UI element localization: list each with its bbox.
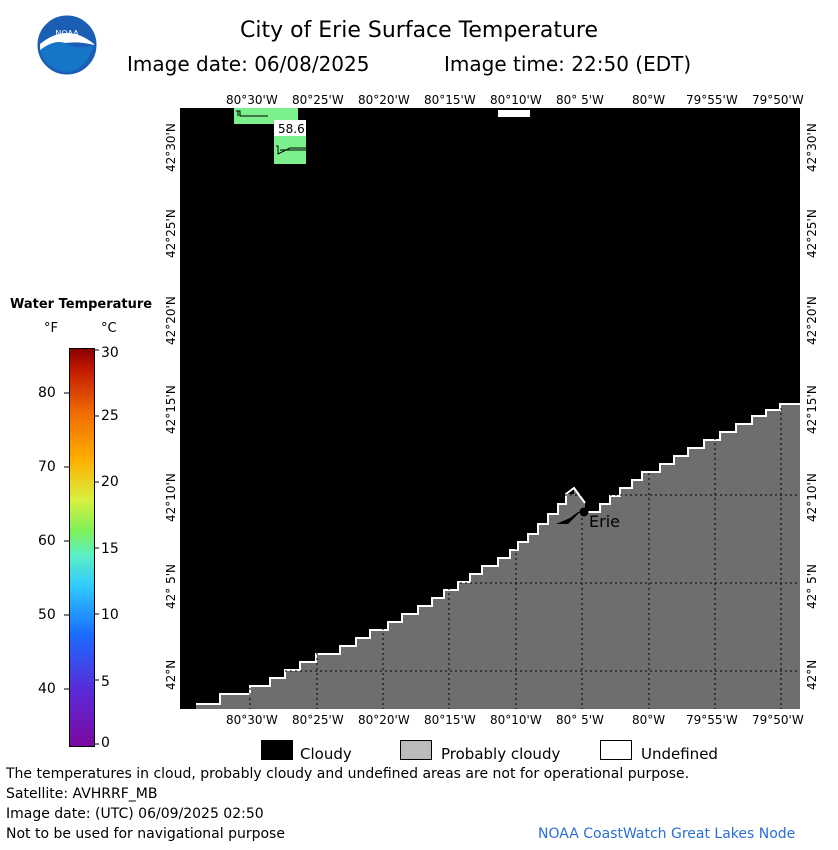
bottom-lon-label: 79°55'W bbox=[686, 713, 738, 727]
left-lat-label: 42°30'N bbox=[164, 123, 178, 172]
legend-label: Probably cloudy bbox=[441, 745, 561, 763]
colorbar-f-label: 70 bbox=[38, 459, 56, 475]
right-lat-label: 42°N bbox=[805, 659, 819, 690]
right-lat-label: 42°10'N bbox=[805, 473, 819, 522]
colorbar-f-label: 60 bbox=[38, 533, 56, 549]
disclaimer-text: The temperatures in cloud, probably clou… bbox=[6, 766, 690, 782]
bottom-lon-label: 79°50'W bbox=[752, 713, 804, 727]
colorbar-title: Water Temperature bbox=[10, 297, 153, 312]
colorbar-c-label: 25 bbox=[101, 408, 119, 424]
city-label: Erie bbox=[589, 512, 620, 531]
top-lon-label: 79°50'W bbox=[752, 93, 804, 107]
top-lon-label: 80°15'W bbox=[424, 93, 476, 107]
image-time: Image time: 22:50 (EDT) bbox=[444, 52, 692, 76]
top-lon-label: 80°20'W bbox=[358, 93, 410, 107]
map-canvas: Erie 58.6 bbox=[180, 108, 800, 709]
image-date: Image date: 06/08/2025 bbox=[127, 52, 370, 76]
left-lat-label: 42°N bbox=[164, 659, 178, 690]
bottom-lon-label: 80°30'W bbox=[226, 713, 278, 727]
top-lon-label: 79°55'W bbox=[686, 93, 738, 107]
top-lon-label: 80°10'W bbox=[490, 93, 542, 107]
colorbar-f-label: 40 bbox=[38, 681, 56, 697]
bottom-lon-label: 80°15'W bbox=[424, 713, 476, 727]
colorbar-c-label: 0 bbox=[101, 735, 110, 751]
bottom-lon-label: 80°20'W bbox=[358, 713, 410, 727]
right-lat-label: 42° 5'N bbox=[805, 564, 819, 609]
noaa-logo: NOAA bbox=[36, 14, 98, 76]
left-lat-label: 42°15'N bbox=[164, 385, 178, 434]
map-panel: Erie 58.6 bbox=[180, 108, 800, 709]
left-lat-label: 42°10'N bbox=[164, 473, 178, 522]
nav-warning: Not to be used for navigational purpose bbox=[6, 826, 285, 842]
station-symbol bbox=[236, 110, 306, 155]
temp-reading: 58.6 bbox=[278, 122, 305, 136]
bottom-lon-label: 80°W bbox=[632, 713, 666, 727]
coast-edge bbox=[196, 486, 586, 705]
right-lat-label: 42°20'N bbox=[805, 296, 819, 345]
colorbar-c-label: 15 bbox=[101, 541, 119, 557]
top-lon-label: 80°25'W bbox=[292, 93, 344, 107]
legend-swatch-cloudy bbox=[261, 740, 293, 760]
top-lon-label: 80°30'W bbox=[226, 93, 278, 107]
legend-label: Undefined bbox=[641, 745, 718, 763]
legend-swatch-probably-cloudy bbox=[400, 740, 432, 760]
satellite-text: Satellite: AVHRRF_MB bbox=[6, 786, 158, 802]
colorbar-c-label: 5 bbox=[101, 674, 110, 690]
bottom-lon-label: 80°10'W bbox=[490, 713, 542, 727]
page-title: City of Erie Surface Temperature bbox=[239, 18, 599, 43]
right-lat-label: 42°30'N bbox=[805, 123, 819, 172]
image-date-utc: Image date: (UTC) 06/09/2025 02:50 bbox=[6, 806, 264, 822]
bottom-lon-label: 80°25'W bbox=[292, 713, 344, 727]
temp-label-box bbox=[274, 120, 306, 136]
left-lat-label: 42° 5'N bbox=[164, 564, 178, 609]
colorbar-ticks bbox=[64, 349, 99, 745]
top-lon-label: 80°W bbox=[632, 93, 666, 107]
colorbar-f-label: 50 bbox=[38, 607, 56, 623]
bottom-lon-label: 80° 5'W bbox=[556, 713, 604, 727]
undefined-patch bbox=[498, 110, 530, 117]
right-lat-label: 42°15'N bbox=[805, 385, 819, 434]
graticule bbox=[249, 408, 800, 709]
colorbar-unit-f: °F bbox=[44, 321, 58, 336]
colorbar-unit-c: °C bbox=[101, 321, 117, 336]
erie-marker bbox=[579, 507, 589, 517]
colorbar-c-label: 20 bbox=[101, 474, 119, 490]
colorbar-c-label: 10 bbox=[101, 607, 119, 623]
right-lat-label: 42°25'N bbox=[805, 209, 819, 258]
legend-swatch-undefined bbox=[600, 740, 632, 760]
colorbar-f-label: 80 bbox=[38, 385, 56, 401]
top-lon-label: 80° 5'W bbox=[556, 93, 604, 107]
left-lat-label: 42°20'N bbox=[164, 296, 178, 345]
probably-cloudy-area bbox=[196, 404, 800, 709]
left-lat-label: 42°25'N bbox=[164, 209, 178, 258]
logo-text: NOAA bbox=[55, 29, 79, 38]
colorbar-c-label: 30 bbox=[101, 345, 119, 361]
credit-text: NOAA CoastWatch Great Lakes Node bbox=[538, 826, 796, 842]
legend-label: Cloudy bbox=[300, 745, 352, 763]
